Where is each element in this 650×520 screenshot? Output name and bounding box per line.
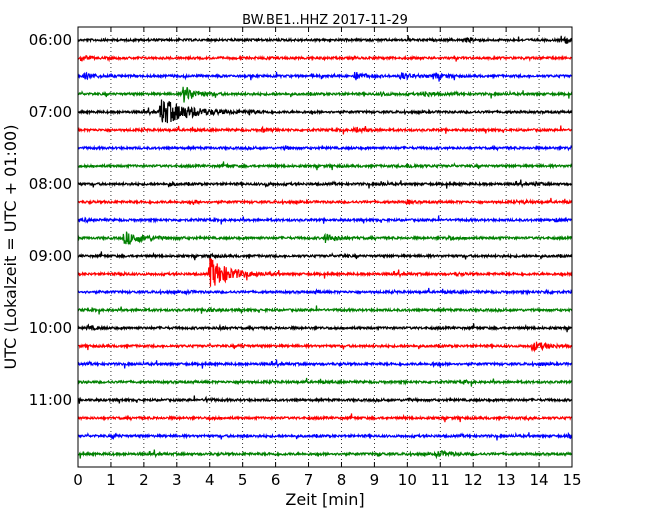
x-tick-label: 1 xyxy=(106,471,116,489)
trace-line xyxy=(77,341,573,353)
x-tick-label: 11 xyxy=(431,471,450,489)
x-tick-label: 12 xyxy=(464,471,483,489)
x-tick-label: 7 xyxy=(304,471,314,489)
y-tick-label: 10:00 xyxy=(29,319,72,337)
trace-line xyxy=(77,359,573,369)
chart-title: BW.BE1..HHZ 2017-11-29 xyxy=(242,13,408,28)
x-tick-label: 13 xyxy=(497,471,516,489)
trace-line xyxy=(77,71,573,82)
trace-line xyxy=(77,144,573,152)
trace-line xyxy=(77,179,573,189)
trace-line xyxy=(77,287,573,296)
trace-line xyxy=(77,305,573,315)
x-axis: 0 1 2 3 4 5 6 7 8 9 10 11 12 13 14 15 xyxy=(73,27,582,489)
y-tick-label: 11:00 xyxy=(29,391,72,409)
y-tick-label: 07:00 xyxy=(29,103,72,121)
trace-line xyxy=(77,86,573,103)
x-tick-label: 14 xyxy=(530,471,549,489)
x-tick-label: 4 xyxy=(205,471,215,489)
trace-line xyxy=(77,449,573,460)
trace-line xyxy=(77,197,573,206)
x-tick-label: 2 xyxy=(139,471,149,489)
trace-line xyxy=(77,161,573,171)
x-axis-label: Zeit [min] xyxy=(285,490,364,509)
grid xyxy=(110,27,540,467)
trace-line xyxy=(77,323,573,333)
trace-line xyxy=(77,251,573,262)
x-tick-label: 3 xyxy=(172,471,182,489)
trace-line xyxy=(77,377,573,387)
y-tick-label: 06:00 xyxy=(29,31,72,49)
traces xyxy=(77,35,573,460)
trace-line xyxy=(77,231,573,246)
x-tick-label: 15 xyxy=(562,471,581,489)
trace-line xyxy=(77,258,573,287)
x-tick-label: 10 xyxy=(398,471,417,489)
x-tick-label: 5 xyxy=(238,471,248,489)
y-axis: 06:00 07:00 08:00 09:00 10:00 11:00 xyxy=(29,31,572,409)
x-tick-label: 9 xyxy=(370,471,380,489)
y-tick-label: 09:00 xyxy=(29,247,72,265)
x-tick-label: 6 xyxy=(271,471,281,489)
y-axis-label: UTC (Lokalzeit = UTC + 01:00) xyxy=(1,125,20,370)
x-tick-label: 0 xyxy=(73,471,83,489)
trace-line xyxy=(77,99,573,124)
trace-line xyxy=(77,431,573,441)
trace-line xyxy=(77,125,573,135)
y-tick-label: 08:00 xyxy=(29,175,72,193)
trace-line xyxy=(77,54,573,63)
trace-line xyxy=(77,413,573,423)
plot-frame xyxy=(77,26,573,468)
trace-line xyxy=(77,395,573,404)
trace-line xyxy=(77,215,573,225)
trace-line xyxy=(77,35,573,45)
x-tick-label: 8 xyxy=(337,471,347,489)
